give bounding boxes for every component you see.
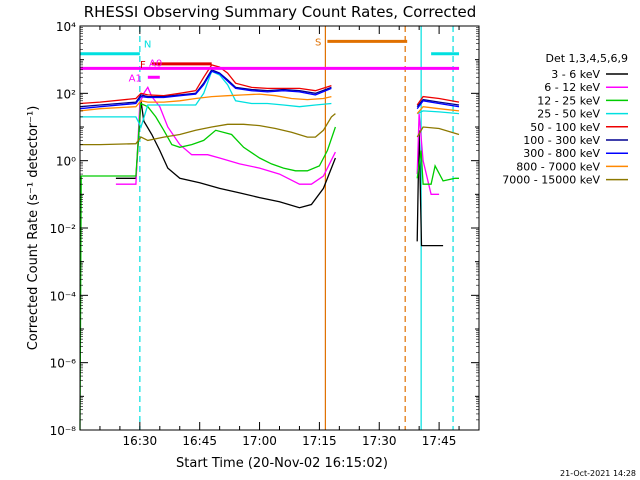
- x-tick-label: 17:30: [362, 434, 397, 448]
- legend-label: 3 - 6 keV: [551, 68, 600, 81]
- x-tick-label: 17:15: [302, 434, 337, 448]
- legend-label: 12 - 25 keV: [537, 94, 600, 107]
- series-line-2: [115, 86, 440, 195]
- y-tick-label: 10⁻⁸: [50, 424, 77, 438]
- legend-label: 50 - 100 keV: [530, 121, 600, 134]
- legend-label: 7000 - 15000 keV: [502, 174, 600, 187]
- series-line-1: [115, 100, 444, 247]
- y-tick-label: 10²: [56, 87, 76, 101]
- legend-title: Det 1,3,4,5,6,9: [545, 52, 628, 65]
- plot-area: NF A0 A1 S 16:30 16:45 17:00 17:15 17:30 17:45 10⁻…: [50, 20, 480, 448]
- y-tick-label: 10⁰: [56, 155, 76, 169]
- flag-label: A0: [149, 58, 162, 69]
- legend-label: 800 - 7000 keV: [516, 160, 600, 173]
- x-tick-label: 17:45: [422, 434, 457, 448]
- flag-label: S: [315, 37, 321, 48]
- x-tick-label: 16:30: [123, 434, 158, 448]
- y-tick-label: 10⁴: [56, 20, 76, 34]
- series-line-7: [79, 70, 460, 110]
- legend-label: 25 - 50 keV: [537, 108, 600, 121]
- flag-label: N: [144, 40, 151, 51]
- timestamp: 21-Oct-2021 14:28: [560, 469, 636, 478]
- flag-label: A1: [129, 73, 142, 84]
- y-tick-label: 10⁻⁶: [50, 357, 77, 371]
- series-line-5: [79, 64, 460, 106]
- legend-label: 300 - 800 keV: [523, 147, 600, 160]
- flag-label: F: [140, 60, 146, 71]
- y-tick-label: 10⁻²: [50, 222, 77, 236]
- legend-label: 6 - 12 keV: [544, 81, 600, 94]
- y-tick-label: 10⁻⁴: [50, 289, 77, 303]
- x-tick-label: 17:00: [242, 434, 277, 448]
- series-line-8: [79, 93, 460, 115]
- y-axis-label: Corrected Count Rate (s⁻¹ detector⁻¹): [26, 106, 41, 351]
- series-line-3: [79, 102, 459, 431]
- legend-label: 100 - 300 keV: [523, 134, 600, 147]
- series-line-9: [80, 113, 460, 146]
- x-axis-label: Start Time (20-Nov-02 16:15:02): [176, 456, 388, 471]
- x-tick-label: 16:45: [182, 434, 217, 448]
- chart-title: RHESSI Observing Summary Count Rates, Co…: [84, 3, 477, 21]
